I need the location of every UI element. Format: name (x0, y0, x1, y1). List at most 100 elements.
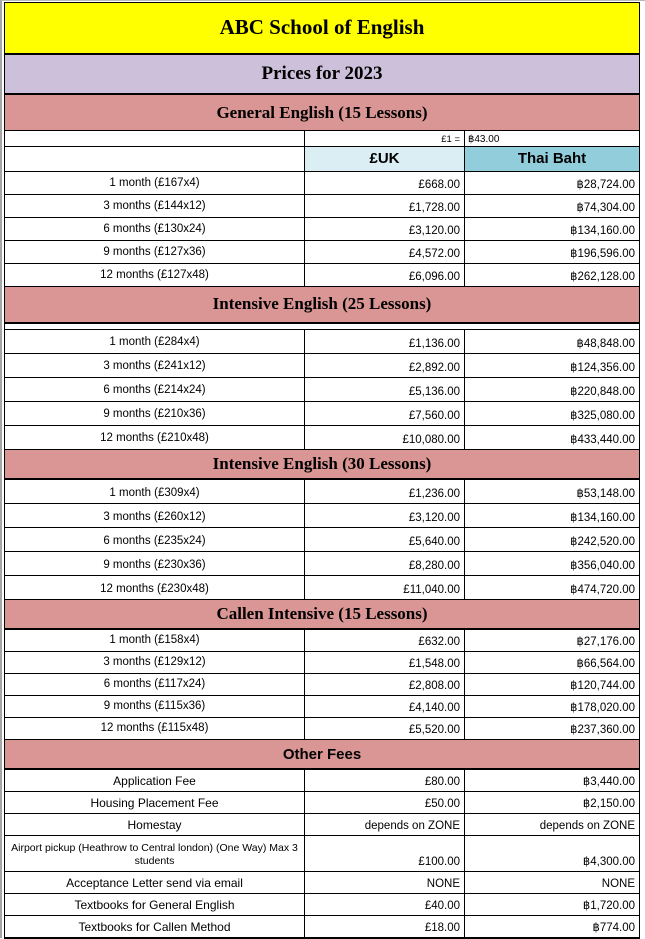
table-row: Application Fee £80.00 ฿3,440.00 (5, 770, 639, 792)
table-row: Housing Placement Fee £50.00 ฿2,150.00 (5, 792, 639, 814)
uk-price-cell: £100.00 (305, 836, 465, 871)
baht-price-cell: ฿262,128.00 (570, 270, 635, 283)
row-label: 12 months (£210x48) (5, 425, 305, 449)
table-row: 3 months (£144x12) £1,728.00 ฿74,304.00 (5, 194, 639, 218)
section-rows-callen-intensive: 1 month (£158x4) £632.00 ฿27,176.00 3 month… (5, 630, 639, 741)
table-row: 9 months (£127x36) £4,572.00 ฿196,596.00 (5, 240, 639, 264)
baht-price-cell: ฿4,300.00 (582, 856, 635, 868)
table-row: 9 months (£115x36) £4,140.00 ฿178,020.00 (5, 696, 639, 719)
uk-price-cell: £1,136.00 (305, 329, 465, 353)
table-row: Airport pickup (Heathrow to Central lond… (5, 836, 639, 872)
uk-price-cell: £5,640.00 (305, 528, 465, 552)
row-label: 3 months (£129x12) (5, 652, 305, 674)
uk-price-cell: £8,280.00 (305, 552, 465, 576)
table-row: 9 months (£210x36) £7,560.00 ฿325,080.00 (5, 401, 639, 426)
baht-price-cell: ฿237,360.00 (570, 724, 635, 737)
uk-price-cell: £4,140.00 (305, 696, 465, 718)
baht-price-cell: ฿196,596.00 (570, 247, 635, 260)
baht-price-cell: ฿66,564.00 (576, 658, 635, 671)
baht-price-cell: ฿2,150.00 (582, 798, 635, 810)
row-label: 12 months (£127x48) (5, 263, 305, 286)
table-row: 1 month (£167x4) £668.00 ฿28,724.00 (5, 171, 639, 195)
uk-price-cell: £3,120.00 (305, 504, 465, 528)
baht-price-cell: ฿3,440.00 (582, 776, 635, 788)
uk-price-cell: £40.00 (305, 894, 465, 915)
baht-price-cell: ฿1,720.00 (582, 900, 635, 912)
table-row: 1 month (£284x4) £1,136.00 ฿48,848.00 (5, 329, 639, 354)
table-row: 12 months (£127x48) £6,096.00 ฿262,128.00 (5, 263, 639, 287)
section-header-other-fees: Other Fees (5, 740, 639, 770)
row-label: 1 month (£167x4) (5, 171, 305, 194)
baht-price-cell: ฿178,020.00 (570, 702, 635, 715)
row-label: Homestay (5, 814, 305, 835)
uk-price-cell: £6,096.00 (305, 263, 465, 286)
uk-price-cell: NONE (305, 872, 465, 893)
baht-price-cell: ฿28,724.00 (576, 178, 635, 191)
row-label: Textbooks for General English (5, 894, 305, 915)
row-label: Application Fee (5, 770, 305, 791)
row-label: 9 months (£127x36) (5, 240, 305, 263)
uk-price-cell: £7,560.00 (305, 401, 465, 425)
table-row: 6 months (£130x24) £3,120.00 ฿134,160.00 (5, 217, 639, 241)
baht-price-cell: ฿48,848.00 (576, 337, 635, 350)
table-row: Acceptance Letter send via email NONE NONE (5, 872, 639, 894)
baht-price-cell: ฿433,440.00 (570, 433, 635, 446)
baht-price-cell: ฿120,744.00 (570, 680, 635, 693)
section-header-general-english: General English (15 Lessons) (5, 95, 639, 132)
currency-header-row: £UK Thai Baht (5, 147, 639, 172)
uk-price-cell: £3,120.00 (305, 217, 465, 240)
baht-price-cell: ฿356,040.00 (570, 560, 635, 573)
uk-price-cell: £1,728.00 (305, 194, 465, 217)
table-row: 6 months (£235x24) £5,640.00 ฿242,520.00 (5, 528, 639, 553)
section-header-callen-intensive: Callen Intensive (15 Lessons) (5, 600, 639, 631)
row-label: 6 months (£214x24) (5, 377, 305, 401)
row-label: 1 month (£158x4) (5, 630, 305, 652)
exchange-rate-value: ฿43.00 (468, 134, 500, 146)
table-row: Textbooks for Callen Method £18.00 ฿774.00 (5, 916, 639, 938)
row-label: 9 months (£210x36) (5, 401, 305, 425)
uk-price-cell: £2,808.00 (305, 674, 465, 696)
table-row: Textbooks for General English £40.00 ฿1,72… (5, 894, 639, 916)
uk-price-cell: £18.00 (305, 916, 465, 937)
baht-price-cell: ฿325,080.00 (570, 409, 635, 422)
uk-price-cell: £1,548.00 (305, 652, 465, 674)
table-row: 6 months (£117x24) £2,808.00 ฿120,744.00 (5, 674, 639, 697)
row-label: 1 month (£309x4) (5, 480, 305, 504)
section-rows-intensive-25: 1 month (£284x4) £1,136.00 ฿48,848.00 3 mon… (5, 329, 639, 450)
row-label: 9 months (£115x36) (5, 696, 305, 718)
uk-price-cell: £668.00 (305, 171, 465, 194)
row-label: 6 months (£130x24) (5, 217, 305, 240)
section-rows-other-fees: Application Fee £80.00 ฿3,440.00 Housing Pl… (5, 770, 639, 938)
section-header-intensive-30: Intensive English (30 Lessons) (5, 449, 639, 481)
price-sheet: ABC School of English Prices for 2023 Ge… (4, 2, 640, 939)
row-label: 12 months (£230x48) (5, 576, 305, 600)
baht-price-cell: ฿474,720.00 (570, 584, 635, 597)
row-label: Airport pickup (Heathrow to Central lond… (5, 836, 305, 871)
exchange-empty-cell (5, 131, 305, 147)
uk-price-cell: £2,892.00 (305, 353, 465, 377)
row-label: 6 months (£235x24) (5, 528, 305, 552)
exchange-rate-label: £1 = (305, 131, 465, 147)
section-rows-intensive-30: 1 month (£309x4) £1,236.00 ฿53,148.00 3 mon… (5, 480, 639, 601)
exchange-rate-row: £1 = ฿43.00 (5, 131, 639, 148)
uk-price-cell: depends on ZONE (305, 814, 465, 835)
spacer-row (5, 323, 639, 330)
table-row: 1 month (£158x4) £632.00 ฿27,176.00 (5, 630, 639, 653)
row-label: 3 months (£144x12) (5, 194, 305, 217)
uk-price-cell: £11,040.00 (305, 576, 465, 600)
row-label: 1 month (£284x4) (5, 329, 305, 353)
page-title: ABC School of English (5, 3, 639, 55)
uk-price-cell: £632.00 (305, 630, 465, 652)
baht-price-cell: ฿134,160.00 (570, 224, 635, 237)
baht-price-cell: ฿134,160.00 (570, 512, 635, 525)
table-row: 9 months (£230x36) £8,280.00 ฿356,040.00 (5, 552, 639, 577)
baht-price-cell: ฿27,176.00 (576, 636, 635, 649)
table-row: 1 month (£309x4) £1,236.00 ฿53,148.00 (5, 480, 639, 505)
section-header-intensive-25: Intensive English (25 Lessons) (5, 286, 639, 324)
row-label: Housing Placement Fee (5, 792, 305, 813)
uk-price-cell: £80.00 (305, 770, 465, 791)
baht-price-cell: ฿74,304.00 (576, 201, 635, 214)
row-label: 6 months (£117x24) (5, 674, 305, 696)
row-label: 3 months (£260x12) (5, 504, 305, 528)
